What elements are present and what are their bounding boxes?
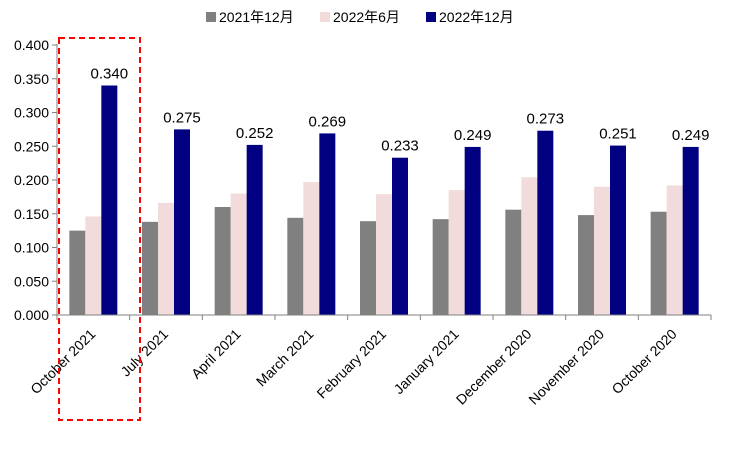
- bar: [682, 146, 699, 315]
- x-tick-label: July 2021: [117, 326, 171, 380]
- y-tick-label: 0.100: [14, 240, 49, 256]
- bar: [464, 146, 481, 315]
- highlight-rect: [58, 37, 141, 421]
- y-tick-label: 0.400: [14, 37, 49, 53]
- x-tick-label: October 2021: [27, 326, 98, 397]
- bar: [537, 130, 554, 315]
- bar: [650, 211, 667, 315]
- legend-label: 2022年12月: [439, 9, 514, 25]
- bar: [505, 209, 522, 315]
- y-tick-label: 0.000: [14, 307, 49, 323]
- x-tick-label: November 2020: [525, 326, 607, 408]
- bar: [246, 144, 263, 315]
- y-tick-label: 0.200: [14, 172, 49, 188]
- bar: [360, 221, 376, 315]
- x-tick-label: December 2020: [453, 326, 535, 408]
- bar: [303, 182, 320, 315]
- y-tick-label: 0.300: [14, 105, 49, 121]
- x-tick-label: January 2021: [390, 326, 461, 397]
- x-tick-label: February 2021: [313, 326, 389, 402]
- bar: [594, 186, 610, 315]
- data-label: 0.249: [672, 127, 710, 144]
- x-axis: October 2021 July 2021 April 2021 March 202…: [27, 314, 712, 408]
- x-tick-label: April 2021: [188, 326, 244, 382]
- y-tick-label: 0.350: [14, 71, 49, 87]
- data-label: 0.249: [454, 127, 492, 144]
- y-tick-label: 0.050: [14, 273, 49, 289]
- bar: [376, 194, 392, 315]
- legend-label: 2021年12月: [219, 9, 294, 25]
- bar: [578, 215, 594, 315]
- legend-swatch: [426, 12, 436, 22]
- bar: [101, 85, 118, 315]
- bar: [448, 190, 465, 315]
- highlight-box: [58, 37, 141, 421]
- legend-swatch: [206, 12, 216, 22]
- data-label: 0.269: [309, 113, 347, 130]
- bar: [69, 230, 86, 315]
- bar: [287, 217, 304, 315]
- bars: [69, 85, 699, 315]
- y-tick-label: 0.150: [14, 206, 49, 222]
- x-tick-label: October 2020: [608, 326, 679, 397]
- data-label: 0.251: [599, 126, 637, 143]
- data-label: 0.252: [236, 125, 274, 142]
- bar: [610, 145, 626, 315]
- bar: [521, 177, 538, 315]
- bar: [158, 202, 174, 315]
- bar: [214, 207, 231, 315]
- value-labels: 0.340 0.275 0.252 0.269 0.233 0.249 0.273 0.251…: [91, 66, 710, 155]
- legend: 2021年12月 2022年6月 2022年12月: [206, 9, 514, 25]
- y-axis: 0.000 0.050 0.100 0.150 0.200 0.250 0.300 0.350…: [14, 37, 58, 323]
- data-label: 0.233: [381, 138, 419, 155]
- bar: [319, 133, 336, 315]
- bar: [392, 157, 408, 315]
- bar: [666, 185, 683, 315]
- bar: [142, 221, 158, 315]
- bar: [432, 219, 449, 315]
- data-label: 0.340: [91, 66, 129, 83]
- y-tick-label: 0.250: [14, 138, 49, 154]
- data-label: 0.275: [163, 109, 201, 126]
- data-label: 0.273: [527, 111, 565, 128]
- bar: [230, 193, 247, 315]
- bar: [174, 129, 190, 315]
- legend-label: 2022年6月: [333, 9, 400, 25]
- bar: [85, 216, 102, 315]
- x-tick-label: March 2021: [253, 326, 317, 390]
- legend-swatch: [320, 12, 330, 22]
